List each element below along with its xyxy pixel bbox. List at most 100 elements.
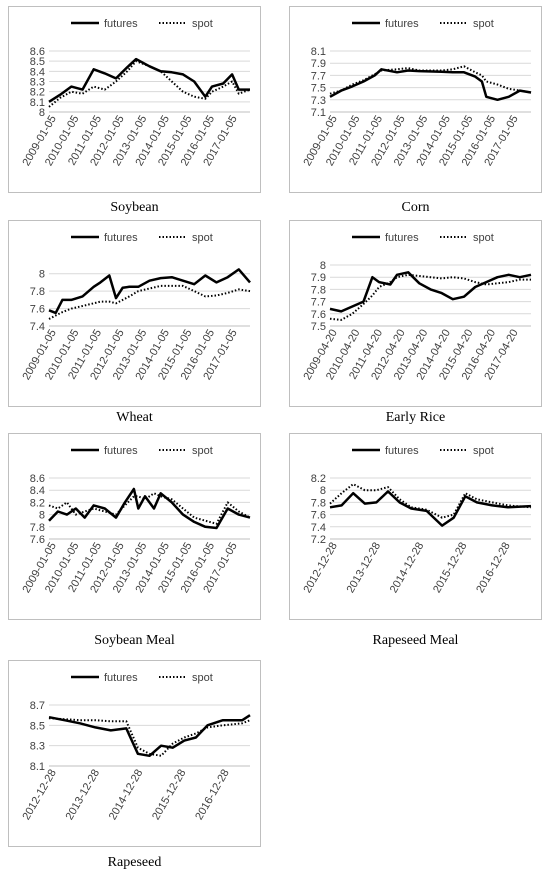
y-tick-label: 8.4: [30, 66, 45, 78]
legend-label-spot: spot: [473, 445, 494, 457]
legend-label-spot: spot: [192, 445, 213, 457]
x-tick-label: 2016-12-28: [193, 767, 232, 822]
y-tick-label: 7.6: [311, 510, 326, 522]
y-tick-label: 8: [320, 260, 326, 272]
legend-label-spot: spot: [192, 672, 213, 684]
x-tick-label: 2013-12-28: [64, 767, 103, 822]
x-tick-label: 2012-12-28: [301, 540, 340, 595]
x-tick-label: 2013-12-28: [345, 540, 384, 595]
y-tick-label: 7.1: [311, 107, 326, 119]
y-tick-label: 8.7: [30, 700, 45, 712]
chart-panel-rapeseed: futures spot 8.1 8.3 8.5 8.7 2012-12-28 2013-12…: [8, 660, 261, 847]
legend-label-spot: spot: [192, 18, 213, 30]
chart-svg: futures spot88.18.28.38.48.58.62009-01-05…: [20, 18, 251, 168]
y-tick-label: 7.3: [311, 95, 326, 107]
y-tick-label: 8.6: [30, 46, 45, 58]
y-tick-label: 7.7: [311, 70, 326, 82]
y-tick-label: 8.3: [30, 741, 45, 753]
series-line-spot: [48, 60, 251, 108]
chart-caption-early-rice: Early Rice: [385, 410, 446, 425]
legend-label-spot: spot: [192, 232, 213, 244]
series-line-futures: [329, 271, 532, 313]
chart-svg: futures spot7.47.67.882009-01-052010-01-0…: [20, 232, 251, 382]
y-tick-label: 7.7: [311, 297, 326, 309]
y-tick-label: 7.8: [311, 284, 326, 296]
series-line-futures: [329, 490, 532, 527]
y-tick-label: 7.9: [311, 58, 326, 70]
legend-label-futures: futures: [385, 18, 419, 30]
legend: futures spot: [352, 445, 494, 457]
series-line-spot: [329, 273, 531, 321]
x-tick-label: 2015-12-28: [150, 767, 189, 822]
y-tick-label: 8.1: [30, 97, 45, 109]
legend-label-futures: futures: [104, 232, 138, 244]
y-tick-label: 8: [39, 107, 45, 119]
series-line-spot: [48, 717, 251, 757]
legend-label-spot: spot: [473, 232, 494, 244]
series-line-futures: [48, 714, 251, 758]
y-tick-label: 7.5: [311, 83, 326, 95]
y-tick-label: 8.4: [30, 485, 45, 497]
y-tick-label: 7.8: [311, 497, 326, 509]
y-tick-label: 8.2: [30, 497, 45, 509]
series-line-spot: [48, 492, 251, 525]
x-tick-label: 2016-12-28: [474, 540, 513, 595]
series-line-futures: [329, 68, 532, 102]
legend: futures spot: [71, 18, 213, 30]
chart-caption-rapeseed-meal: Rapeseed Meal: [372, 633, 459, 648]
y-tick-label: 7.2: [311, 534, 326, 546]
legend-label-futures: futures: [104, 445, 138, 457]
legend-label-futures: futures: [104, 672, 138, 684]
chart-panel-soybean-meal: futures spot 7.6 7.8 8 8.2 8.4 8.6 2009-01-05 201…: [8, 433, 261, 620]
y-tick-label: 8.1: [311, 46, 326, 58]
legend: futures spot: [352, 232, 494, 244]
y-tick-label: 8.5: [30, 720, 45, 732]
y-tick-label: 8.3: [30, 77, 45, 89]
series-line-spot: [329, 483, 532, 519]
legend-label-futures: futures: [104, 18, 138, 30]
chart-panel-wheat: futures spot 7.4 7.6 7.8 8 2009-01-05 2010-01-0…: [8, 220, 261, 407]
x-tick-label: 2014-12-28: [388, 540, 427, 595]
y-tick-label: 8.1: [30, 761, 45, 773]
chart-panel-corn: futures spot 7.1 7.3 7.5 7.7 7.9 8.1 2009-01-05 2…: [289, 6, 542, 193]
y-tick-label: 7.4: [311, 522, 326, 534]
chart-svg: futures spot7.57.67.77.87.982009-04-20201…: [301, 232, 532, 382]
y-tick-label: 7.5: [311, 321, 326, 333]
y-tick-label: 8.2: [311, 473, 326, 485]
y-tick-label: 7.8: [30, 286, 45, 298]
x-tick-label: 2014-12-28: [107, 767, 146, 822]
series-line-spot: [329, 65, 532, 95]
chart-svg: futures spot7.67.888.28.48.62009-01-05201…: [20, 445, 251, 595]
series-line-futures: [48, 268, 251, 315]
y-tick-label: 7.6: [311, 309, 326, 321]
chart-caption-wheat: Wheat: [116, 410, 153, 425]
y-tick-label: 8.6: [30, 473, 45, 485]
chart-caption-soybean-meal: Soybean Meal: [94, 633, 175, 648]
chart-panel-early-rice: futures spot 7.5 7.6 7.7 7.8 7.9 8 2009-04-20 201…: [289, 220, 542, 407]
legend-label-spot: spot: [473, 18, 494, 30]
y-tick-label: 8: [39, 510, 45, 522]
y-tick-label: 7.8: [30, 522, 45, 534]
chart-panel-soybean: futures spot 8 8.1 8.2 8.3 8.4 8.5 8.6 2009-01-05…: [8, 6, 261, 193]
legend: futures spot: [71, 672, 213, 684]
legend-label-futures: futures: [385, 232, 419, 244]
y-tick-label: 8: [320, 485, 326, 497]
x-tick-label: 2015-12-28: [431, 540, 470, 595]
y-tick-label: 8.5: [30, 56, 45, 68]
chart-caption-corn: Corn: [401, 200, 430, 215]
legend: futures spot: [71, 232, 213, 244]
chart-svg: futures spot 8.1 8.3 8.5 8.7 2012-12-28 2013-12…: [20, 672, 251, 822]
legend: futures spot: [71, 445, 213, 457]
y-tick-label: 7.4: [30, 321, 45, 333]
chart-svg: futures spot7.17.37.57.77.98.12009-01-052…: [301, 18, 532, 168]
series-line-futures: [48, 487, 251, 530]
y-tick-label: 7.9: [311, 272, 326, 284]
legend-label-futures: futures: [385, 445, 419, 457]
legend: futures spot: [352, 18, 494, 30]
x-tick-label: 2012-12-28: [20, 767, 59, 822]
chart-panel-rapeseed-meal: futures spot 7.2 7.4 7.6 7.8 8 8.2 2012-12-28 201…: [289, 433, 542, 620]
y-tick-label: 7.6: [30, 534, 45, 546]
y-tick-label: 8: [39, 269, 45, 281]
y-tick-label: 7.6: [30, 304, 45, 316]
